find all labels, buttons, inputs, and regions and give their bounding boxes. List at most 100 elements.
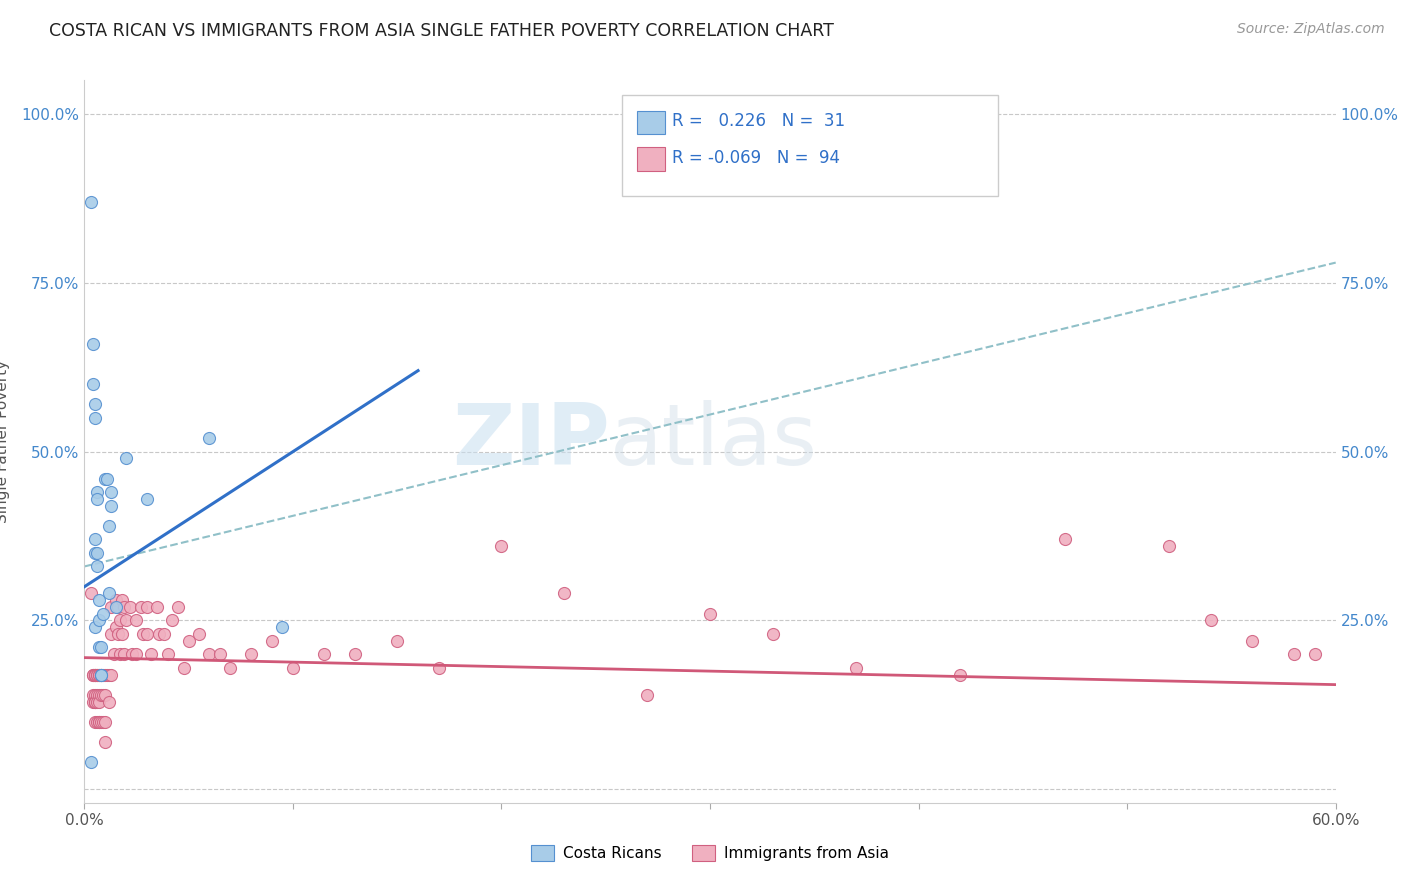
Point [87,694,110,708]
Point [553,586,575,600]
Point [1241,633,1264,648]
Point [86,694,108,708]
Point [82,688,104,702]
Point [314,647,336,661]
Point [86,546,108,560]
Point [112,599,135,614]
Point [198,647,221,661]
Point [1053,533,1076,547]
Point [90,667,112,681]
Point [90,667,112,681]
Point [262,633,284,648]
Point [98,667,121,681]
Point [121,647,143,661]
Point [100,485,122,500]
Point [111,593,134,607]
Legend: Costa Ricans, Immigrants from Asia: Costa Ricans, Immigrants from Asia [524,839,896,867]
Point [129,599,152,614]
Point [949,667,972,681]
Point [86,485,108,500]
Point [83,694,105,708]
Point [219,661,242,675]
Point [148,627,170,641]
Point [82,667,104,681]
Point [427,661,450,675]
Point [86,559,108,574]
Point [87,714,110,729]
Point [198,431,221,445]
Point [98,586,121,600]
Point [96,667,118,681]
Point [107,627,129,641]
Point [104,593,127,607]
Point [281,661,304,675]
Text: ZIP: ZIP [453,400,610,483]
Point [1157,539,1180,553]
Point [125,647,148,661]
Point [94,735,117,749]
Point [160,614,183,628]
Point [82,377,104,392]
Point [385,633,409,648]
Point [136,627,159,641]
Point [1282,647,1305,661]
Point [108,647,131,661]
Point [98,519,121,533]
Point [104,620,127,634]
Point [208,647,231,661]
Point [104,599,127,614]
Point [107,599,129,614]
Point [94,688,117,702]
Point [83,688,105,702]
Point [83,397,105,411]
Point [90,667,112,681]
Point [139,647,162,661]
Point [271,620,294,634]
Point [111,627,134,641]
Point [82,694,104,708]
Point [108,614,131,628]
Point [87,640,110,655]
Point [845,661,868,675]
Point [1303,647,1326,661]
Point [83,667,105,681]
Point [90,640,112,655]
Point [100,627,122,641]
Point [83,694,105,708]
Point [167,599,190,614]
Point [115,451,138,466]
Point [90,688,112,702]
Point [96,472,118,486]
Text: R = -0.069   N =  94: R = -0.069 N = 94 [672,149,841,167]
Point [240,647,263,661]
Point [146,599,169,614]
Point [86,688,108,702]
Point [120,599,142,614]
Point [87,667,110,681]
Point [94,714,117,729]
Point [86,667,108,681]
Point [103,647,125,661]
Point [125,614,148,628]
Text: atlas: atlas [610,400,818,483]
Point [115,614,138,628]
Point [152,627,174,641]
Point [100,499,122,513]
Point [637,688,659,702]
Point [91,688,114,702]
Point [83,533,105,547]
Point [177,633,200,648]
Point [94,472,117,486]
Point [79,194,101,209]
Point [82,667,104,681]
Point [87,714,110,729]
FancyBboxPatch shape [623,95,998,196]
FancyBboxPatch shape [637,112,665,135]
Point [173,661,195,675]
Point [136,599,159,614]
Point [87,667,110,681]
Point [98,694,121,708]
Point [87,688,110,702]
Point [699,607,721,621]
Point [188,627,211,641]
